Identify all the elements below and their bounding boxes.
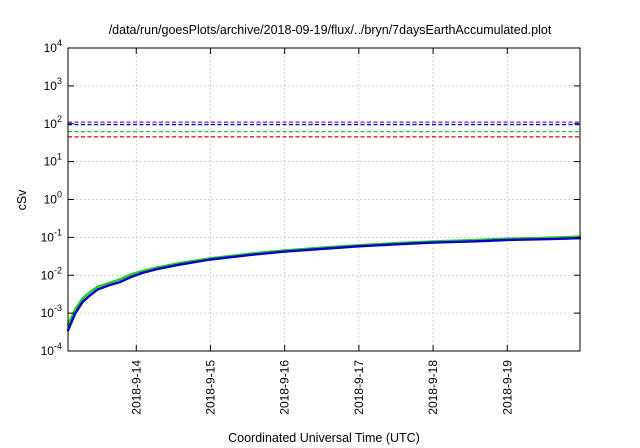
y-tick-label: 101 <box>44 152 62 169</box>
chart-title: /data/run/goesPlots/archive/2018-09-19/f… <box>109 23 552 37</box>
x-axis-label: Coordinated Universal Time (UTC) <box>228 431 420 445</box>
series-lines <box>66 235 582 332</box>
y-tick-exponent: 0 <box>57 190 62 200</box>
y-tick-exponent: 4 <box>57 38 62 48</box>
x-tick-label: 2018-9-14 <box>129 360 143 415</box>
y-tick-label: 104 <box>44 38 62 55</box>
x-tick-label: 2018-9-18 <box>426 360 440 415</box>
y-tick-exponent: 3 <box>57 76 62 86</box>
y-tick-label: 10-3 <box>41 303 62 320</box>
y-tick-label: 10-1 <box>41 227 62 244</box>
y-tick-exponent: -4 <box>54 341 62 351</box>
y-tick-exponent: -1 <box>54 227 62 237</box>
y-tick-label: 100 <box>44 190 62 207</box>
x-tick-label: 2018-9-15 <box>203 360 217 415</box>
series-line <box>66 236 582 332</box>
x-tick-label: 2018-9-16 <box>278 360 292 415</box>
threshold-lines <box>68 121 580 138</box>
y-tick-exponent: 1 <box>57 152 62 162</box>
y-tick-label: 103 <box>44 76 62 93</box>
y-axis-label: cSv <box>15 189 29 211</box>
x-axis-ticks: 2018-9-14 2018-9-15 2018-9-16 2018-9-17 2018… <box>129 48 514 415</box>
y-tick-exponent: -2 <box>54 265 62 275</box>
y-tick-label: 10-4 <box>41 341 62 358</box>
x-tick-label: 2018-9-17 <box>352 360 366 415</box>
y-tick-label: 10-2 <box>41 265 62 282</box>
x-tick-label: 2018-9-19 <box>500 360 514 415</box>
y-tick-exponent: -3 <box>54 303 62 313</box>
y-tick-exponent: 2 <box>57 114 62 124</box>
grid <box>68 48 580 351</box>
y-tick-label: 102 <box>44 114 62 131</box>
